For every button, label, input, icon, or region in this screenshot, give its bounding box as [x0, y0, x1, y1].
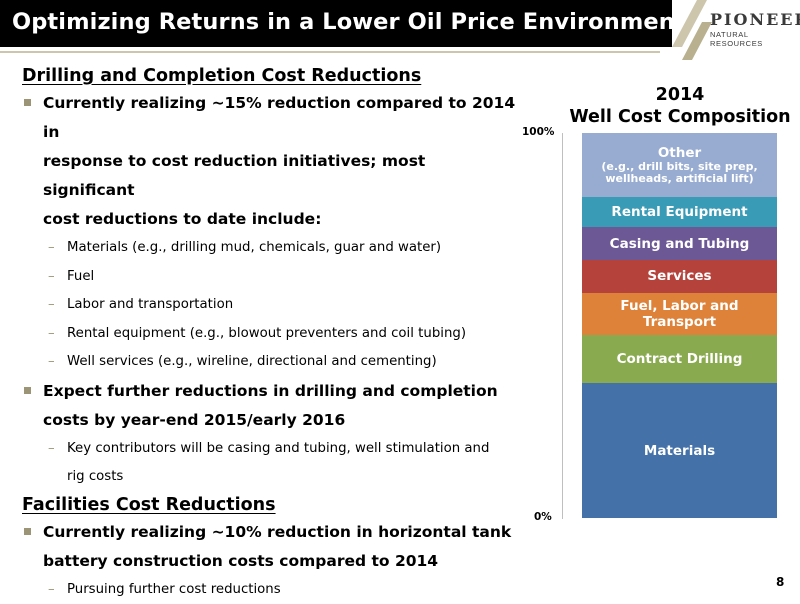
dash-icon: –	[48, 291, 55, 320]
sub-bullet: –Key contributors will be casing and tub…	[22, 435, 522, 464]
bar-segment-note: wellheads, artificial lift)	[605, 173, 753, 185]
bullet-line: Currently realizing ~15% reduction compa…	[43, 89, 522, 147]
dash-icon: –	[48, 435, 55, 464]
y-tick-label-100: 100%	[522, 126, 554, 138]
slide-body: Drilling and Completion Cost Reductions …	[22, 63, 522, 604]
logo-slant-mark	[672, 0, 712, 60]
section-heading-facilities: Facilities Cost Reductions	[22, 492, 522, 518]
sub-bullet: –Fuel	[22, 263, 522, 292]
bar-segment-services: Services	[582, 260, 777, 293]
bullet-square-icon	[24, 387, 31, 394]
bar-segment-casing-and-tubing: Casing and Tubing	[582, 227, 777, 260]
dash-icon: –	[48, 320, 55, 349]
bar-segment-other: Other(e.g., drill bits, site prep,wellhe…	[582, 133, 777, 197]
bullet-facilities-reduction: Currently realizing ~10% reduction in ho…	[22, 518, 522, 576]
bar-segment-label: Other	[658, 145, 701, 161]
logo-name: PIONEER	[710, 10, 800, 29]
sub-bullet: –Rental equipment (e.g., blowout prevent…	[22, 320, 522, 349]
bullet-line: response to cost reduction initiatives; …	[43, 147, 522, 205]
bullet-square-icon	[24, 528, 31, 535]
title-underline	[0, 51, 660, 53]
section-heading-drilling: Drilling and Completion Cost Reductions	[22, 63, 522, 89]
dash-icon: –	[48, 234, 55, 263]
bullet-line: Expect further reductions in drilling an…	[43, 377, 522, 406]
bar-segment-materials: Materials	[582, 383, 777, 518]
bullet-line: cost reductions to date include:	[43, 205, 522, 234]
slide-header: Optimizing Returns in a Lower Oil Price …	[0, 0, 800, 60]
company-logo: PIONEER NATURAL RESOURCES	[672, 0, 800, 60]
bar-segment-note: (e.g., drill bits, site prep,	[601, 161, 757, 173]
chart-title-line: Well Cost Composition	[560, 106, 800, 128]
sub-bullet: –Materials (e.g., drilling mud, chemical…	[22, 234, 522, 263]
slide-title: Optimizing Returns in a Lower Oil Price …	[12, 9, 686, 35]
bar-segment-label: Contract Drilling	[617, 351, 743, 367]
logo-subtitle: NATURAL RESOURCES	[710, 30, 800, 48]
bar-segment-fuel-labor-and-transport: Fuel, Labor and Transport	[582, 293, 777, 335]
sub-bullet: –Labor and transportation	[22, 291, 522, 320]
bullet-square-icon	[24, 99, 31, 106]
page-number: 8	[776, 575, 784, 589]
bullet-line: costs by year-end 2015/early 2016	[43, 406, 522, 435]
chart-title: 2014 Well Cost Composition	[560, 84, 800, 128]
y-axis-line	[562, 133, 563, 519]
sub-bullet: –Well services (e.g., wireline, directio…	[22, 348, 522, 377]
bullet-line: Currently realizing ~10% reduction in ho…	[43, 518, 522, 547]
bullet-further-reductions: Expect further reductions in drilling an…	[22, 377, 522, 435]
y-tick-label-0: 0%	[534, 511, 552, 523]
dash-icon: –	[48, 263, 55, 292]
dash-icon: –	[48, 348, 55, 377]
bar-segment-rental-equipment: Rental Equipment	[582, 197, 777, 228]
bullet-line: battery construction costs compared to 2…	[43, 547, 522, 576]
bullet-current-reduction: Currently realizing ~15% reduction compa…	[22, 89, 522, 234]
bar-segment-label: Casing and Tubing	[610, 236, 750, 252]
bar-segment-label: Fuel, Labor and Transport	[582, 298, 777, 330]
title-bar: Optimizing Returns in a Lower Oil Price …	[0, 0, 672, 47]
bar-segment-contract-drilling: Contract Drilling	[582, 335, 777, 383]
sub-bullet-continuation: rig costs	[22, 463, 522, 492]
bar-segment-label: Materials	[644, 443, 715, 459]
chart-title-line: 2014	[560, 84, 800, 106]
bar-segment-label: Services	[647, 268, 711, 284]
bar-segment-label: Rental Equipment	[611, 204, 747, 220]
